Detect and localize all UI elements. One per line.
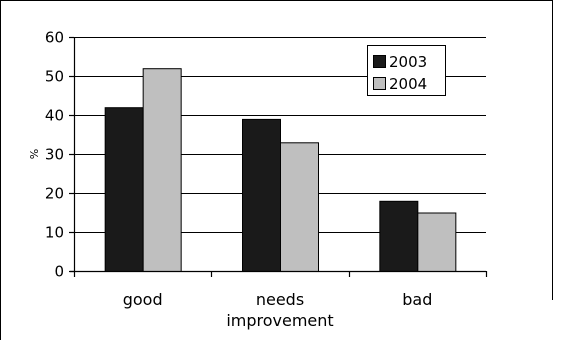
bar-good-2003 [104,107,144,272]
x-category-label-needs-improvement-line-2: improvement [226,311,333,330]
bar-bad-2003 [379,200,419,272]
legend-label-2003: 2003 [389,53,427,71]
bar-bad-2004 [417,212,457,272]
legend-swatch-2003 [373,55,386,68]
y-tick-label-10: 10 [45,224,64,242]
labels-layer: 0 10 20 30 40 50 60 good needs improvement bad [45,29,432,331]
x-category-label-bad: bad [402,290,432,309]
y-tick-label-30: 30 [45,146,64,164]
y-tick-label-20: 20 [45,185,64,203]
bar-needs-improvement-2004 [280,142,319,272]
axes-layer [69,36,488,277]
y-tick-label-60: 60 [45,29,64,47]
y-tick-label-50: 50 [45,68,64,86]
bars-layer [104,68,457,273]
legend: 2003 2004 [367,45,446,96]
x-category-label-needs-improvement-line-1: needs [256,290,304,309]
y-axis-label: % [28,149,41,159]
legend-label-2004: 2004 [389,75,427,93]
bar-good-2004 [142,68,182,272]
bar-needs-improvement-2003 [242,118,281,273]
legend-swatch-2004 [373,77,386,90]
y-tick-label-0: 0 [54,263,64,281]
y-tick-label-40: 40 [45,107,64,125]
x-category-label-good: good [123,290,163,309]
